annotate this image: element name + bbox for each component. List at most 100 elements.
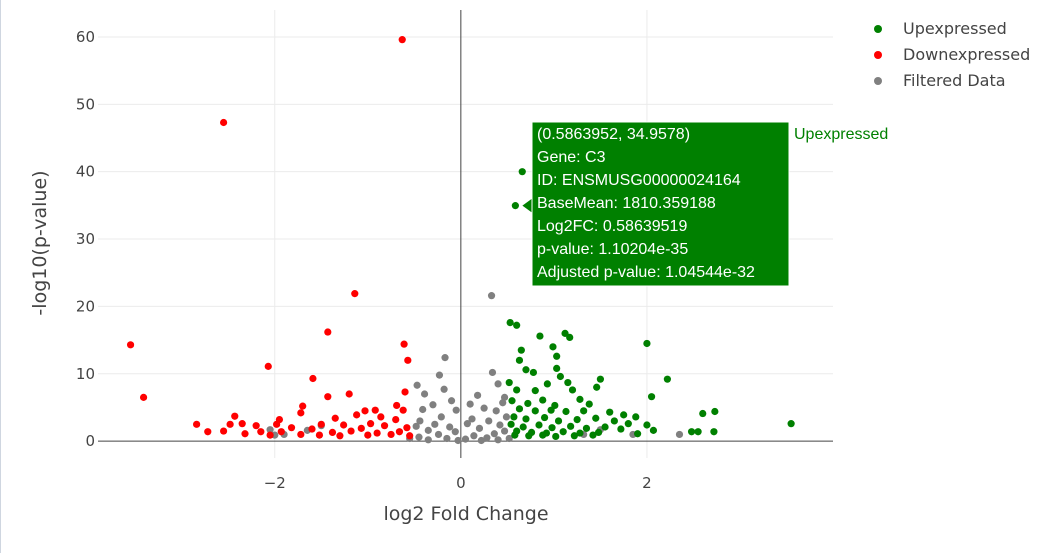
data-point[interactable] (570, 432, 578, 440)
data-point[interactable] (475, 424, 484, 432)
data-point[interactable] (299, 402, 307, 410)
data-point[interactable] (566, 333, 574, 342)
data-point[interactable] (500, 427, 509, 435)
data-point[interactable] (395, 428, 404, 436)
data-point[interactable] (377, 413, 385, 421)
data-point[interactable] (518, 168, 526, 176)
data-point[interactable] (592, 414, 600, 422)
data-point[interactable] (548, 424, 556, 432)
data-point[interactable] (536, 332, 544, 340)
data-point[interactable] (419, 405, 427, 414)
series-filtered-data[interactable] (266, 292, 684, 445)
data-point[interactable] (361, 407, 369, 415)
data-point[interactable] (220, 118, 228, 127)
data-point[interactable] (522, 366, 530, 374)
data-point[interactable] (506, 318, 514, 327)
data-point[interactable] (787, 420, 795, 428)
data-point[interactable] (513, 386, 521, 394)
data-point[interactable] (643, 339, 651, 348)
data-point[interactable] (543, 380, 551, 388)
data-point[interactable] (434, 430, 443, 439)
data-point[interactable] (466, 400, 474, 408)
data-point[interactable] (494, 436, 502, 444)
data-point[interactable] (490, 430, 498, 438)
data-point[interactable] (424, 426, 432, 434)
data-point[interactable] (513, 321, 521, 329)
data-point[interactable] (617, 425, 625, 433)
data-point[interactable] (398, 36, 406, 44)
data-point[interactable] (556, 372, 564, 381)
data-point[interactable] (593, 383, 601, 391)
data-point[interactable] (505, 434, 513, 443)
data-point[interactable] (404, 356, 412, 364)
data-point[interactable] (573, 416, 581, 424)
data-point[interactable] (675, 430, 684, 439)
data-point[interactable] (403, 424, 411, 432)
data-point[interactable] (499, 399, 507, 407)
data-point[interactable] (582, 424, 591, 432)
data-point[interactable] (257, 428, 265, 436)
data-point[interactable] (443, 434, 451, 443)
data-point[interactable] (220, 427, 228, 435)
legend[interactable]: Upexpressed Downexpressed Filtered Data (874, 19, 1030, 90)
data-point[interactable] (505, 378, 513, 387)
data-point[interactable] (694, 428, 702, 436)
data-point[interactable] (564, 378, 572, 387)
data-point[interactable] (559, 428, 567, 436)
data-point[interactable] (371, 406, 379, 414)
data-point[interactable] (547, 406, 555, 414)
data-point[interactable] (580, 407, 588, 415)
data-point[interactable] (576, 429, 584, 437)
data-point[interactable] (193, 420, 201, 428)
data-point[interactable] (328, 428, 337, 436)
data-point[interactable] (663, 375, 671, 383)
data-point[interactable] (367, 420, 375, 428)
data-point[interactable] (539, 396, 547, 404)
data-point[interactable] (264, 362, 272, 370)
data-point[interactable] (480, 404, 488, 412)
data-point[interactable] (643, 421, 651, 429)
data-point[interactable] (562, 407, 570, 416)
data-point[interactable] (473, 391, 482, 399)
data-point[interactable] (429, 401, 437, 409)
data-point[interactable] (461, 435, 470, 443)
data-point[interactable] (519, 423, 527, 431)
data-point[interactable] (373, 429, 381, 437)
data-point[interactable] (380, 422, 389, 430)
data-point[interactable] (477, 436, 485, 445)
data-point[interactable] (634, 430, 642, 438)
data-point[interactable] (687, 428, 696, 436)
data-point[interactable] (535, 421, 543, 429)
data-point[interactable] (241, 430, 249, 438)
data-point[interactable] (596, 375, 605, 383)
data-point[interactable] (437, 413, 445, 421)
data-point[interactable] (610, 417, 618, 425)
data-point[interactable] (412, 422, 420, 430)
data-point[interactable] (553, 352, 561, 360)
data-point[interactable] (308, 425, 316, 433)
data-point[interactable] (502, 413, 511, 421)
data-point[interactable] (594, 428, 603, 436)
data-point[interactable] (297, 409, 305, 417)
data-point[interactable] (231, 412, 239, 420)
data-point[interactable] (510, 413, 518, 421)
data-point[interactable] (357, 424, 365, 432)
data-point[interactable] (297, 430, 305, 439)
data-point[interactable] (483, 434, 491, 442)
data-point[interactable] (317, 420, 325, 428)
data-point[interactable] (393, 401, 401, 410)
data-point[interactable] (585, 400, 593, 408)
data-point[interactable] (511, 431, 519, 439)
legend-item-downexpressed[interactable]: Downexpressed (874, 45, 1030, 64)
data-point[interactable] (416, 417, 424, 425)
data-point[interactable] (531, 387, 539, 395)
data-point[interactable] (567, 422, 575, 430)
data-point[interactable] (451, 428, 459, 436)
data-point[interactable] (711, 407, 719, 416)
data-point[interactable] (552, 432, 560, 441)
data-point[interactable] (315, 431, 324, 439)
data-point[interactable] (517, 346, 525, 354)
data-point[interactable] (553, 364, 561, 372)
data-point[interactable] (413, 381, 421, 389)
data-points[interactable] (126, 36, 795, 445)
